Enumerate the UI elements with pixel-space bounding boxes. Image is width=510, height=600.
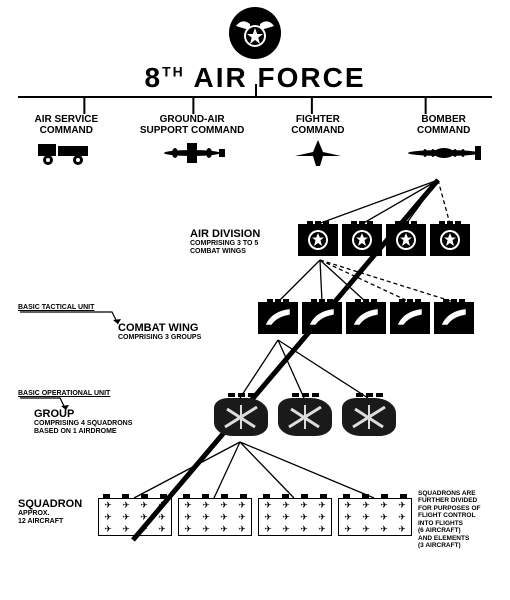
aircraft-icon: ✈ <box>122 513 130 522</box>
aircraft-icon: ✈ <box>140 525 148 534</box>
squadron-box: ✈ ✈ ✈ ✈ ✈ ✈ ✈ ✈ ✈ ✈ ✈ ✈ <box>338 498 412 536</box>
squadron-boxes: ✈✈✈✈✈✈✈✈✈✈✈✈✈✈✈✈✈✈✈✈✈✈✈✈✈✈✈✈✈✈✈✈✈✈✈✈✈✈✈✈… <box>98 498 412 536</box>
squadron-footnote: SQUADRONS ARE FURTHER DIVIDED FOR PURPOS… <box>418 490 500 550</box>
aircraft-icon: ✈ <box>184 501 192 510</box>
aircraft-icon: ✈ <box>344 525 352 534</box>
aircraft-icon: ✈ <box>140 501 148 510</box>
aircraft-icon: ✈ <box>122 501 130 510</box>
division-boxes <box>298 224 470 256</box>
aircraft-icon: ✈ <box>380 501 388 510</box>
aircraft-icon: ✈ <box>380 525 388 534</box>
division-label: AIR DIVISION COMPRISING 3 TO 5 COMBAT WI… <box>190 228 294 255</box>
wing-badge <box>390 302 430 334</box>
wing-badge <box>258 302 298 334</box>
aircraft-icon: ✈ <box>158 513 166 522</box>
aircraft-icon: ✈ <box>104 525 112 534</box>
aircraft-icon: ✈ <box>220 525 228 534</box>
aircraft-icon: ✈ <box>264 513 272 522</box>
aircraft-icon: ✈ <box>238 513 246 522</box>
division-badge <box>430 224 470 256</box>
aircraft-icon: ✈ <box>318 525 326 534</box>
commands-row: AIR SERVICECOMMANDGROUND-AIRSUPPORT COMM… <box>0 114 510 168</box>
aircraft-icon: ✈ <box>104 501 112 510</box>
command-fighter: FIGHTERCOMMAND <box>262 114 375 168</box>
aircraft-icon: ✈ <box>202 501 210 510</box>
aircraft-icon: ✈ <box>398 513 406 522</box>
aircraft-icon: ✈ <box>220 513 228 522</box>
truck-icon <box>10 138 123 168</box>
command-bracket <box>18 96 492 114</box>
aircraft-icon: ✈ <box>300 501 308 510</box>
aircraft-icon: ✈ <box>184 525 192 534</box>
fighter-twin-icon <box>136 138 249 168</box>
group-airfield <box>278 398 332 436</box>
wing-badge <box>302 302 342 334</box>
squadron-box: ✈ ✈ ✈ ✈ ✈ ✈ ✈ ✈ ✈ ✈ ✈ ✈ <box>98 498 172 536</box>
command-fighter-twin: GROUND-AIRSUPPORT COMMAND <box>136 114 249 168</box>
squadron-label: SQUADRON APPROX. 12 AIRCRAFT <box>18 498 98 525</box>
command-bomber: BOMBERCOMMAND <box>387 114 500 168</box>
aircraft-icon: ✈ <box>318 501 326 510</box>
aircraft-icon: ✈ <box>362 501 370 510</box>
division-badge <box>342 224 382 256</box>
command-truck: AIR SERVICECOMMAND <box>10 114 123 168</box>
group-label: GROUP COMPRISING 4 SQUADRONS BASED ON 1 … <box>34 408 184 435</box>
aircraft-icon: ✈ <box>362 525 370 534</box>
aircraft-icon: ✈ <box>282 525 290 534</box>
aircraft-icon: ✈ <box>184 513 192 522</box>
aircraft-icon: ✈ <box>398 525 406 534</box>
aircraft-icon: ✈ <box>140 513 148 522</box>
group-airfield <box>214 398 268 436</box>
aircraft-icon: ✈ <box>122 525 130 534</box>
aircraft-icon: ✈ <box>282 501 290 510</box>
group-boxes <box>214 398 396 436</box>
wing-tag: BASIC TACTICAL UNIT <box>18 304 94 311</box>
aircraft-icon: ✈ <box>344 501 352 510</box>
wing-badge <box>434 302 474 334</box>
wing-label: COMBAT WING COMPRISING 3 GROUPS <box>118 322 248 342</box>
aircraft-icon: ✈ <box>282 513 290 522</box>
aircraft-icon: ✈ <box>300 513 308 522</box>
aircraft-icon: ✈ <box>202 525 210 534</box>
aircraft-icon: ✈ <box>220 501 228 510</box>
aircraft-icon: ✈ <box>264 525 272 534</box>
aircraft-icon: ✈ <box>380 513 388 522</box>
fighter-icon <box>262 138 375 168</box>
aircraft-icon: ✈ <box>238 501 246 510</box>
eighth-af-emblem-icon <box>228 6 282 60</box>
wing-boxes <box>258 302 474 334</box>
aircraft-icon: ✈ <box>318 513 326 522</box>
aircraft-icon: ✈ <box>158 525 166 534</box>
squadron-box: ✈ ✈ ✈ ✈ ✈ ✈ ✈ ✈ ✈ ✈ ✈ ✈ <box>178 498 252 536</box>
aircraft-icon: ✈ <box>104 513 112 522</box>
aircraft-icon: ✈ <box>344 513 352 522</box>
aircraft-icon: ✈ <box>202 513 210 522</box>
division-badge <box>386 224 426 256</box>
division-badge <box>298 224 338 256</box>
group-airfield <box>342 398 396 436</box>
squadron-box: ✈ ✈ ✈ ✈ ✈ ✈ ✈ ✈ ✈ ✈ ✈ ✈ <box>258 498 332 536</box>
aircraft-icon: ✈ <box>398 501 406 510</box>
wing-badge <box>346 302 386 334</box>
aircraft-icon: ✈ <box>264 501 272 510</box>
aircraft-icon: ✈ <box>300 525 308 534</box>
bomber-icon <box>387 138 500 168</box>
group-tag: BASIC OPERATIONAL UNIT <box>18 390 110 397</box>
aircraft-icon: ✈ <box>158 501 166 510</box>
aircraft-icon: ✈ <box>238 525 246 534</box>
aircraft-icon: ✈ <box>362 513 370 522</box>
